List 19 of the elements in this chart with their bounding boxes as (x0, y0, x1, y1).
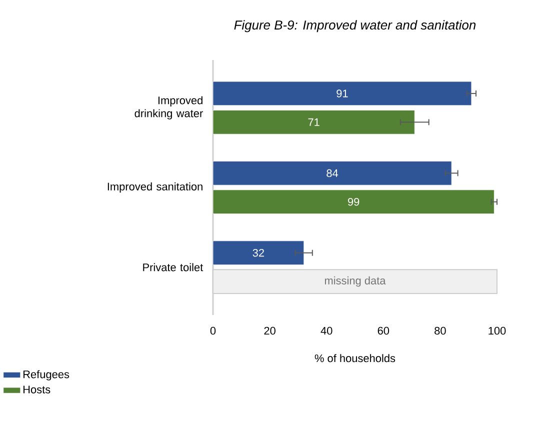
band-label: missing data (324, 276, 386, 287)
y-tick-label: Private toilet (143, 263, 204, 272)
x-tick-label: 60 (378, 326, 390, 335)
data-label: 99 (348, 198, 360, 206)
data-label: 32 (252, 248, 264, 257)
legend-label: Hosts (23, 386, 50, 394)
data-label: 84 (326, 169, 338, 178)
x-tick-label: 0 (210, 326, 216, 335)
legend-label: Refugees (23, 370, 70, 380)
x-tick-label: 20 (264, 326, 276, 335)
x-tick-label: 40 (320, 326, 332, 335)
chart-title: Figure B-9: Improved water and sanitation (234, 20, 476, 32)
x-axis-title: % of households (314, 354, 396, 362)
x-tick-label: 80 (434, 326, 446, 335)
x-tick-label: 100 (488, 326, 506, 335)
data-label: 71 (308, 118, 320, 126)
y-tick-label: Improved sanitation (108, 182, 202, 193)
y-tick-label: Improved drinking water (134, 96, 203, 120)
data-label: 91 (336, 90, 348, 98)
